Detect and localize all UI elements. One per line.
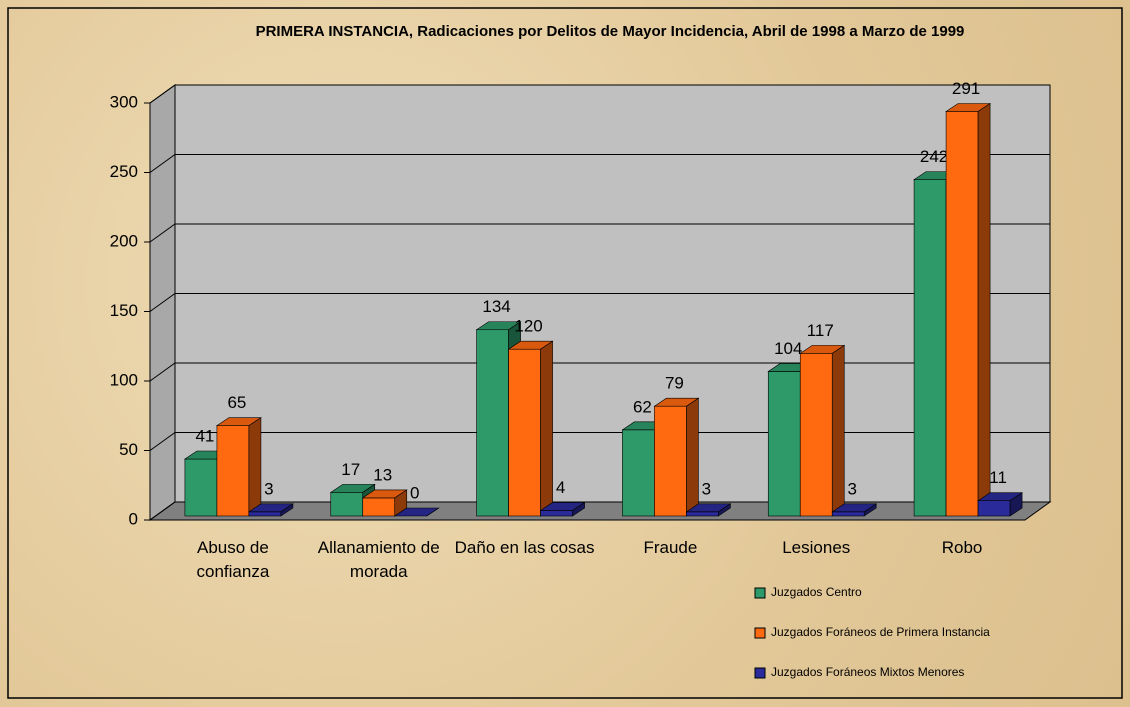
x-tick-label: Fraude bbox=[643, 538, 698, 557]
legend-label: Juzgados Centro bbox=[771, 585, 862, 599]
bar-side bbox=[1009, 492, 1023, 517]
bar bbox=[686, 511, 719, 517]
x-tick-label: Daño en las cosas bbox=[454, 538, 595, 557]
legend-label: Juzgados Foráneos de Primera Instancia bbox=[771, 625, 990, 639]
grid-line bbox=[149, 293, 1050, 312]
bar-side bbox=[572, 501, 585, 517]
bar bbox=[622, 429, 655, 517]
value-label: 79 bbox=[665, 374, 684, 393]
bar bbox=[767, 371, 801, 517]
value-label: 17 bbox=[341, 460, 360, 479]
bar bbox=[216, 425, 250, 517]
bar-side bbox=[280, 503, 294, 517]
bar-side bbox=[977, 102, 991, 517]
bar bbox=[977, 500, 1011, 517]
bar-side bbox=[540, 340, 553, 517]
value-label: 3 bbox=[264, 479, 273, 498]
bar bbox=[476, 329, 509, 517]
bar-side bbox=[248, 417, 262, 517]
grid-line bbox=[149, 84, 1050, 104]
y-tick-label: 100 bbox=[110, 370, 138, 389]
bar bbox=[913, 179, 947, 517]
value-label: 291 bbox=[952, 79, 980, 98]
value-label: 11 bbox=[989, 468, 1007, 487]
y-tick-label: 150 bbox=[110, 301, 138, 320]
value-label: 13 bbox=[373, 465, 392, 484]
frame bbox=[7, 7, 1123, 699]
bar-side bbox=[831, 344, 845, 517]
value-label: 41 bbox=[195, 426, 214, 445]
grid-line bbox=[149, 223, 1050, 243]
bar bbox=[362, 497, 396, 517]
value-label: 242 bbox=[920, 147, 948, 166]
bar-side bbox=[686, 397, 699, 517]
x-tick-label: Robo bbox=[941, 538, 983, 557]
value-label: 117 bbox=[807, 321, 834, 340]
value-label: 62 bbox=[633, 397, 652, 416]
legend-swatch bbox=[754, 587, 766, 599]
value-label: 0 bbox=[410, 483, 419, 502]
bar bbox=[945, 111, 979, 517]
value-label: 3 bbox=[848, 479, 857, 498]
value-label: 65 bbox=[227, 393, 246, 412]
grid-line bbox=[149, 501, 1050, 521]
bar bbox=[654, 405, 687, 517]
bar bbox=[248, 511, 282, 517]
grid-line bbox=[149, 432, 1050, 451]
bar-side bbox=[718, 503, 731, 517]
legend-label: Juzgados Foráneos Mixtos Menores bbox=[771, 665, 964, 679]
x-tick-label: Allanamiento de morada bbox=[317, 538, 440, 581]
value-label: 4 bbox=[556, 478, 565, 497]
y-tick-label: 50 bbox=[119, 440, 138, 459]
bar-side bbox=[863, 503, 877, 517]
bar bbox=[508, 348, 541, 517]
value-label: 104 bbox=[774, 339, 802, 358]
legend-swatch bbox=[754, 667, 766, 679]
grid-line bbox=[149, 362, 1050, 382]
x-tick-label: Abuso de confianza bbox=[196, 538, 270, 581]
value-label: 120 bbox=[514, 317, 542, 336]
x-tick-label: Lesiones bbox=[782, 538, 851, 557]
value-label: 3 bbox=[702, 479, 711, 498]
grid-line bbox=[149, 154, 1050, 173]
bar bbox=[831, 511, 865, 517]
chart-title: PRIMERA INSTANCIA, Radicaciones por Deli… bbox=[255, 23, 965, 40]
y-tick-label: 0 bbox=[129, 509, 138, 528]
value-label: 134 bbox=[482, 297, 510, 316]
bar bbox=[184, 458, 218, 517]
bar bbox=[330, 492, 364, 517]
y-tick-label: 250 bbox=[110, 162, 138, 181]
bar-side bbox=[426, 507, 439, 517]
y-tick-label: 200 bbox=[110, 231, 138, 250]
bar bbox=[540, 510, 573, 517]
legend-swatch bbox=[754, 627, 766, 639]
bar bbox=[799, 353, 833, 517]
y-tick-label: 300 bbox=[110, 92, 138, 111]
